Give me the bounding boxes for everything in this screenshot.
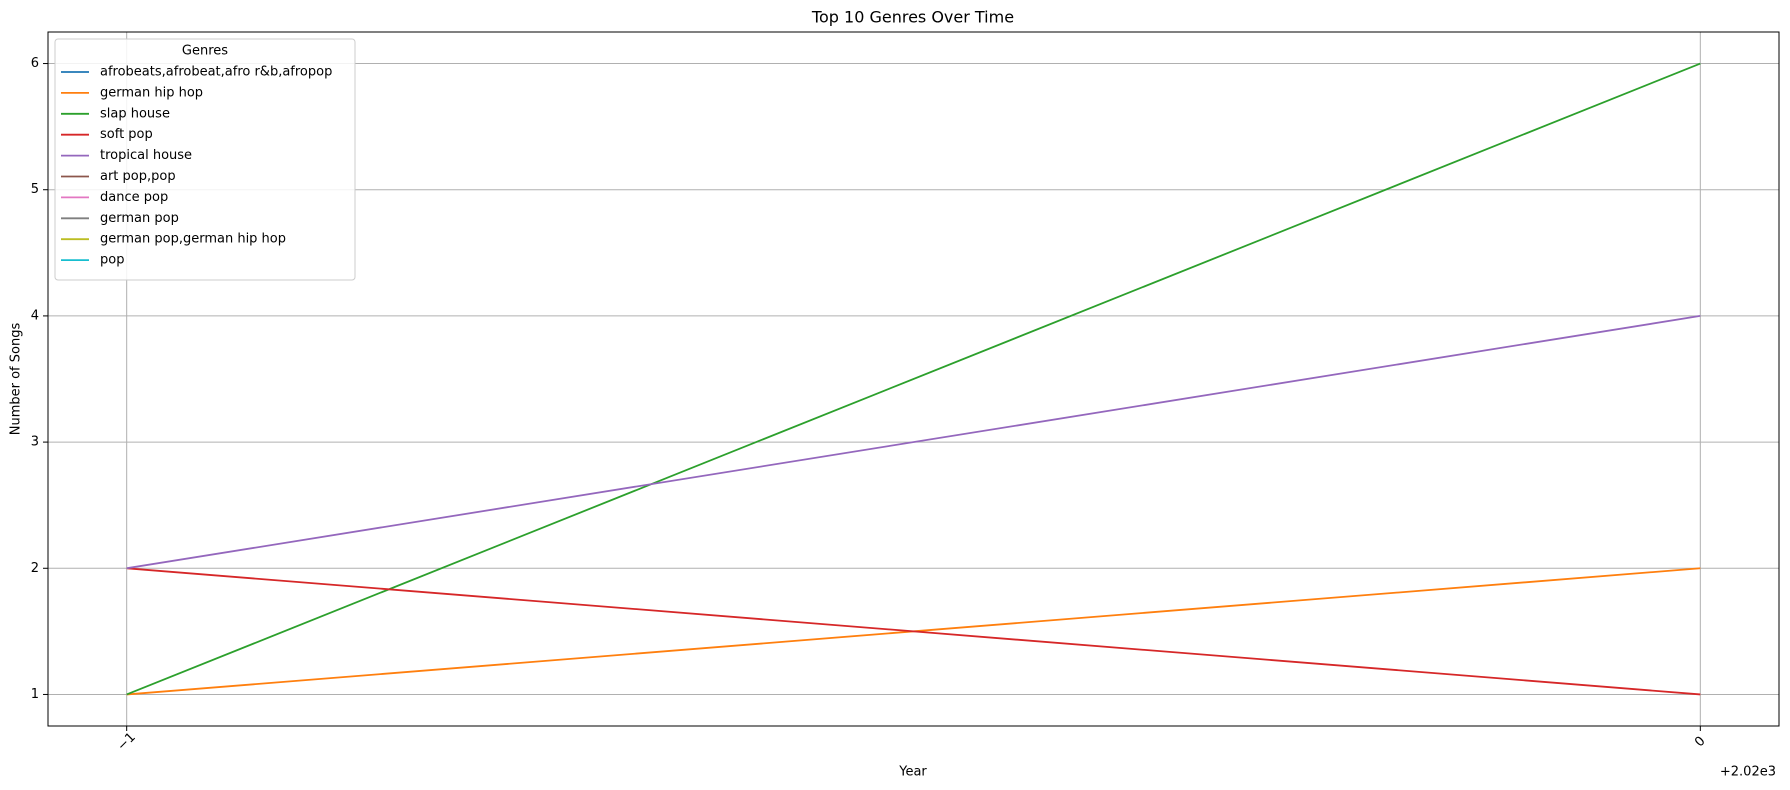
y-tick-label: 3 (31, 435, 39, 450)
y-tick-label: 6 (31, 56, 39, 71)
y-tick-label: 5 (31, 182, 39, 197)
legend-title: Genres (182, 44, 228, 59)
legend-box (54, 38, 356, 281)
legend-label: pop (100, 253, 124, 268)
legend-label: soft pop (100, 127, 153, 142)
legend-label: afrobeats,afrobeat,afro r&b,afropop (100, 65, 332, 80)
legend-label: german pop (100, 211, 179, 226)
legend-label: dance pop (100, 190, 168, 205)
legend-label: german hip hop (100, 85, 203, 100)
x-tick-label: −1 (115, 730, 139, 754)
y-tick-label: 4 (31, 308, 39, 323)
axes-frame (47, 31, 1780, 727)
legend-label: slap house (100, 106, 170, 121)
y-axis-label: Number of Songs (9, 323, 24, 436)
series-line (126, 62, 1701, 696)
series-line (126, 567, 1701, 696)
chart-title: Top 10 Genres Over Time (811, 8, 1014, 27)
legend-label: tropical house (100, 148, 192, 163)
y-tick-label: 2 (31, 561, 39, 576)
x-tick-label: 0 (1692, 734, 1708, 750)
x-axis-label: Year (898, 765, 927, 780)
series-line (126, 315, 1701, 570)
legend-label: art pop,pop (100, 169, 176, 184)
y-tick-label: 1 (31, 687, 39, 702)
x-offset-label: +2.02e3 (1720, 765, 1776, 780)
legend-label: german pop,german hip hop (100, 232, 286, 247)
